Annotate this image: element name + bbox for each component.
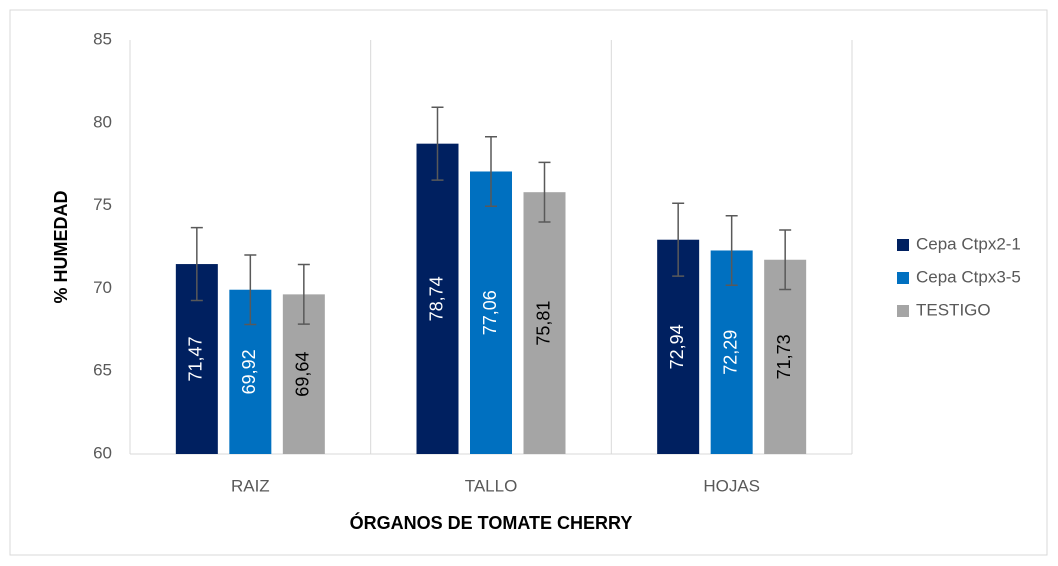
- error-bar: [431, 106, 444, 181]
- legend-label: Cepa Ctpx2-1: [916, 234, 1021, 253]
- bar: [470, 171, 512, 455]
- legend-label: TESTIGO: [916, 300, 991, 319]
- bar: [523, 192, 566, 454]
- error-bar: [297, 263, 310, 325]
- error-bar: [538, 161, 551, 223]
- data-label: 72,94: [667, 324, 687, 369]
- x-tick-label: HOJAS: [703, 476, 760, 495]
- data-label: 77,06: [480, 290, 500, 335]
- error-bar: [725, 214, 738, 287]
- data-label: 71,47: [186, 337, 206, 382]
- data-label: 75,81: [533, 301, 553, 346]
- legend-swatch: [897, 305, 909, 317]
- x-tick-label: RAIZ: [231, 476, 270, 495]
- y-tick-label: 85: [93, 29, 112, 48]
- bar: [416, 143, 459, 455]
- y-tick-label: 65: [93, 361, 112, 380]
- data-label: 69,64: [293, 352, 313, 397]
- x-tick-label: TALLO: [465, 476, 518, 495]
- error-bar: [485, 135, 497, 208]
- error-bar: [672, 202, 685, 277]
- data-label: 69,92: [239, 349, 259, 394]
- data-label: 78,74: [426, 276, 446, 321]
- bar: [764, 259, 807, 454]
- legend-swatch: [897, 272, 909, 284]
- legend-label: Cepa Ctpx3-5: [916, 267, 1021, 286]
- data-label: 71,73: [774, 334, 794, 379]
- x-axis-title: ÓRGANOS DE TOMATE CHERRY: [350, 512, 633, 533]
- error-bar: [190, 226, 203, 302]
- y-tick-label: 80: [93, 112, 112, 131]
- y-tick-label: 60: [93, 443, 112, 462]
- data-label: 72,29: [720, 330, 740, 375]
- y-tick-label: 75: [93, 195, 112, 214]
- y-tick-label: 70: [93, 278, 112, 297]
- error-bar: [779, 229, 792, 291]
- error-bar: [244, 254, 257, 326]
- y-axis-title: % HUMEDAD: [51, 190, 71, 303]
- legend-swatch: [897, 239, 909, 251]
